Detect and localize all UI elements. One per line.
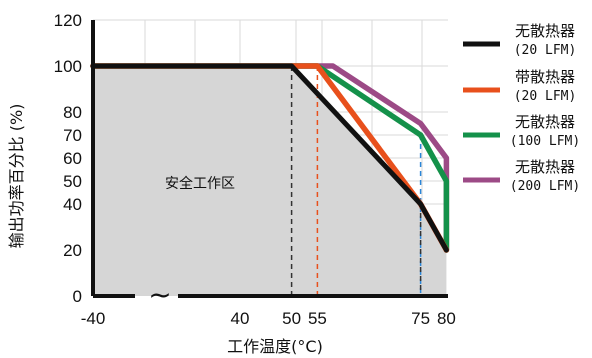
legend-sub: (200 LFM) [510, 179, 580, 194]
y-tick-label: 70 [63, 126, 82, 145]
x-tick-label: -40 [81, 309, 106, 328]
y-tick-label: 60 [63, 149, 82, 168]
legend-sub: (100 LFM) [510, 134, 580, 149]
legend-name: 带散热器 [515, 68, 575, 86]
x-tick-label: 55 [308, 309, 327, 328]
x-tick-labels: -40 40 50 55 75 80 [81, 309, 456, 328]
y-tick-label: 80 [63, 103, 82, 122]
y-tick-label: 100 [54, 57, 82, 76]
legend-sub: (20 LFM) [514, 43, 577, 58]
x-tick-label: 75 [411, 309, 430, 328]
y-tick-label: 20 [63, 241, 82, 260]
legend-name: 无散热器 [515, 158, 575, 176]
axis-break-icon: ~ [148, 278, 171, 311]
x-tick-label: 40 [231, 309, 250, 328]
y-tick-label: 0 [73, 287, 82, 306]
x-tick-label: 80 [437, 309, 456, 328]
y-tick-label: 50 [63, 172, 82, 191]
legend: 无散热器 (20 LFM) 带散热器 (20 LFM) 无散热器 (100 LFM) 无散热… [463, 22, 580, 194]
y-tick-labels: 0 20 40 50 60 70 80 100 120 [54, 11, 82, 306]
x-tick-label: 50 [282, 309, 301, 328]
safe-area-label: 安全工作区 [165, 175, 235, 192]
y-axis-title: 输出功率百分比 (%) [7, 104, 26, 249]
legend-name: 无散热器 [515, 113, 575, 131]
safe-operating-area [93, 66, 446, 296]
y-tick-label: 40 [63, 195, 82, 214]
legend-sub: (20 LFM) [514, 89, 577, 104]
y-tick-label: 120 [54, 11, 82, 30]
x-axis-title: 工作温度(°C) [227, 337, 323, 356]
legend-name: 无散热器 [515, 22, 575, 40]
